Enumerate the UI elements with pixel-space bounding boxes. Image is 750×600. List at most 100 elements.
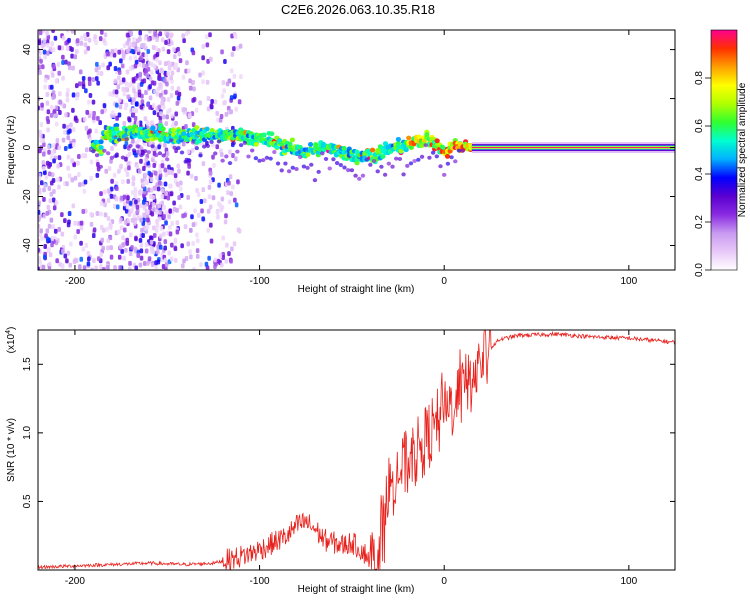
spectrogram-noise-cell — [117, 254, 122, 260]
spectrogram-halo-cell — [242, 140, 247, 145]
spectrogram-noise-cell — [208, 32, 212, 38]
spectrogram-noise-cell — [165, 32, 170, 38]
spectrogram-noise-cell — [149, 177, 154, 183]
spectrogram-noise-cell — [58, 109, 62, 115]
spectrogram-noise-cell — [204, 261, 209, 267]
spectrogram-noise-cell — [232, 73, 237, 79]
spectrogram-noise-cell — [127, 116, 131, 122]
spectrogram-halo-cell — [386, 161, 392, 166]
spectrogram-noise-cell — [50, 84, 54, 90]
spectrogram-noise-cell — [223, 219, 228, 225]
snr-scale-base: (x10 — [6, 333, 17, 353]
spectrogram-noise-cell — [54, 199, 59, 205]
spectrogram-noise-cell — [93, 34, 98, 40]
spectrogram-noise-cell — [191, 241, 195, 247]
spectrogram-halo-cell — [131, 148, 137, 153]
spectrogram-ridge-cell — [98, 145, 104, 150]
spectrogram-ridge-cell — [261, 132, 267, 138]
spectrogram-halo-cell — [176, 146, 181, 151]
spectrogram-noise-cell — [115, 102, 119, 108]
spectrogram-noise-cell — [99, 201, 104, 207]
snr-y-tick-label: 1.5 — [22, 357, 33, 371]
spectrogram-noise-cell — [117, 70, 122, 76]
svg-text:(x104): (x104) — [5, 327, 17, 354]
spectrogram-noise-cell — [38, 214, 42, 220]
spectrogram-noise-cell — [177, 195, 181, 201]
spectrogram-noise-cell — [146, 102, 150, 108]
spectrogram-noise-cell — [220, 196, 225, 202]
spectrogram-noise-cell — [152, 63, 157, 69]
spectrogram-noise-cell — [121, 53, 126, 59]
spectrogram-noise-cell — [73, 220, 77, 226]
spectrogram-noise-cell — [74, 49, 79, 55]
spectrogram-ridge-cell — [269, 131, 275, 137]
spectrogram-ridge-cell — [305, 152, 311, 158]
snr-scale-exp: 4 — [5, 330, 12, 334]
spectrogram-noise-cell — [144, 90, 148, 96]
spectrogram-noise-cell — [165, 81, 169, 87]
spectrogram-noise-cell — [75, 38, 80, 44]
spectrogram-noise-cell — [149, 193, 153, 199]
spectrogram-noise-cell — [155, 37, 159, 43]
spectrogram-noise-cell — [42, 41, 46, 47]
spectrogram-noise-cell — [49, 112, 54, 118]
spectrogram-noise-cell — [112, 172, 117, 178]
spectrogram-noise-cell — [118, 265, 122, 270]
spectrogram-noise-cell — [228, 174, 233, 180]
spectrogram-noise-cell — [124, 140, 129, 146]
spectrogram-noise-cell — [125, 40, 130, 46]
spectrogram-x-label: Height of straight line (km) — [298, 284, 415, 295]
spectrogram-cells — [38, 30, 675, 270]
spectrogram-noise-cell — [124, 86, 129, 92]
spectrogram-halo-cell — [360, 173, 366, 178]
spectrogram-noise-cell — [51, 143, 56, 149]
spectrogram-noise-cell — [61, 60, 65, 66]
spectrogram-noise-cell — [189, 227, 193, 233]
spectrogram-halo-cell — [268, 156, 273, 161]
spectrogram-noise-cell — [45, 210, 49, 216]
spectrogram-noise-cell — [57, 45, 62, 51]
spectrogram-noise-cell — [44, 174, 49, 180]
spectrogram-noise-cell — [190, 214, 194, 220]
spectrogram-noise-cell — [162, 78, 167, 84]
spectrogram-noise-cell — [162, 231, 166, 237]
spectrogram-noise-cell — [79, 225, 84, 231]
spectrogram-noise-cell — [173, 173, 178, 179]
spectrogram-noise-cell — [122, 227, 127, 233]
spectrogram-noise-cell — [227, 180, 231, 186]
spectrogram-noise-cell — [86, 250, 91, 256]
spectrogram-noise-cell — [198, 100, 202, 106]
spectrogram-y-tick-label: -20 — [22, 189, 33, 204]
spectrogram-noise-cell — [58, 99, 62, 105]
spectrogram-noise-cell — [124, 167, 128, 173]
spectrogram-noise-cell — [116, 84, 121, 90]
spectrogram-noise-cell — [201, 216, 205, 222]
spectrogram-noise-cell — [215, 144, 220, 150]
spectrogram-noise-cell — [57, 184, 61, 190]
spectrogram-noise-cell — [133, 246, 138, 252]
spectrogram-noise-cell — [237, 99, 242, 105]
spectrogram-noise-cell — [71, 107, 75, 113]
spectrogram-halo-cell — [279, 168, 284, 173]
spectrogram-noise-cell — [122, 121, 127, 127]
spectrogram-noise-cell — [64, 40, 68, 46]
spectrogram-noise-cell — [138, 262, 143, 268]
spectrogram-noise-cell — [66, 165, 70, 171]
spectrogram-noise-cell — [69, 241, 73, 247]
spectrogram-noise-cell — [57, 145, 62, 151]
spectrogram-noise-cell — [132, 37, 136, 43]
spectrogram-noise-cell — [99, 224, 104, 230]
spectrogram-halo-cell — [253, 156, 259, 161]
spectrogram-noise-cell — [173, 257, 178, 263]
spectrogram-noise-cell — [71, 92, 76, 98]
spectrogram-halo-cell — [334, 161, 340, 166]
spectrogram-noise-cell — [85, 109, 90, 115]
spectrogram-noise-cell — [71, 127, 76, 133]
spectrogram-noise-cell — [53, 113, 58, 119]
spectrogram-noise-cell — [158, 60, 162, 66]
spectrogram-noise-cell — [167, 250, 172, 256]
spectrogram-noise-cell — [141, 233, 145, 239]
spectrogram-noise-cell — [144, 241, 149, 247]
spectrogram-noise-cell — [191, 97, 196, 103]
